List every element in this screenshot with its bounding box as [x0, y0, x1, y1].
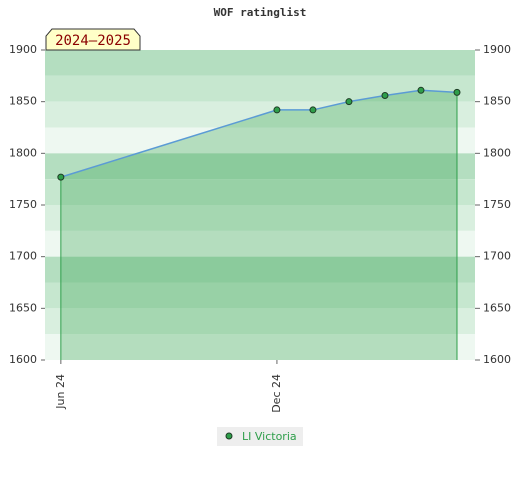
point: [381, 91, 389, 99]
area: [60, 90, 457, 361]
x-tick-label: Jun 24: [54, 374, 67, 410]
y-tick-label: 1600: [9, 353, 37, 366]
y2-tick-label: 1750: [483, 198, 511, 211]
background-band: [45, 50, 475, 76]
x-tick-label: Dec 24: [270, 374, 283, 413]
background-band: [45, 127, 475, 154]
background-band: [45, 308, 475, 335]
point: [57, 173, 65, 181]
legend-box: [217, 427, 303, 446]
y-tick-label: 1750: [9, 198, 37, 211]
legend: LI Victoria: [217, 427, 303, 446]
y2-tick-label: 1850: [483, 95, 511, 108]
y-tick-label: 1650: [9, 301, 37, 314]
season-label: 2024–2025: [45, 28, 141, 51]
background-band: [45, 75, 475, 102]
point: [273, 106, 281, 114]
background-band: [45, 230, 475, 257]
y-tick-label: 1800: [9, 146, 37, 159]
y2-tick-label: 1650: [483, 301, 511, 314]
legend-marker: [225, 432, 233, 440]
y2-tick-label: 1600: [483, 353, 511, 366]
chart-title: WOF ratinglist: [214, 6, 307, 19]
y-tick-label: 1700: [9, 250, 37, 263]
y2-tick-label: 1900: [483, 43, 511, 56]
y2-tick-label: 1700: [483, 250, 511, 263]
background-band: [45, 153, 475, 180]
legend-label: LI Victoria: [242, 430, 297, 443]
point: [309, 106, 317, 114]
season-label-box: [45, 28, 141, 51]
background-band: [45, 256, 475, 283]
background-band: [45, 179, 475, 205]
point: [345, 98, 353, 106]
season-label-text: 2024–2025: [55, 33, 131, 49]
point: [453, 88, 461, 96]
y2-tick-label: 1800: [483, 146, 511, 159]
y-tick-label: 1900: [9, 43, 37, 56]
point: [417, 86, 425, 94]
background-band: [45, 334, 475, 360]
background-band: [45, 282, 475, 309]
y-tick-label: 1850: [9, 95, 37, 108]
background-band: [45, 205, 475, 231]
